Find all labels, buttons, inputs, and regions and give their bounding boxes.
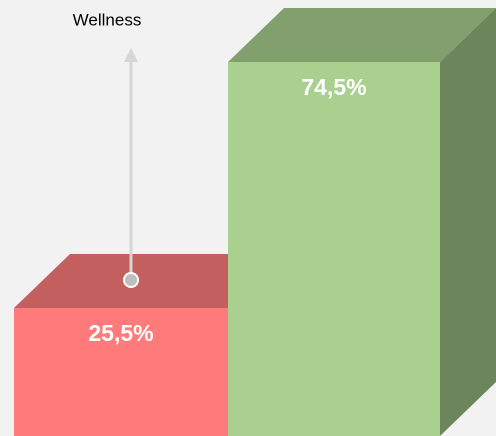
bar (228, 62, 440, 436)
bar-top (14, 253, 284, 308)
annotation-text: Wellness (73, 10, 142, 29)
bar (14, 307, 228, 436)
annotation-dot (123, 272, 139, 288)
annotation-arrowhead (124, 48, 138, 62)
bars: 25,5% 74,5% (14, 8, 496, 436)
value-label: 74,5% (301, 74, 366, 100)
value-label: 25,5% (88, 320, 153, 346)
bar-top (228, 8, 496, 63)
bar-side (440, 8, 496, 436)
